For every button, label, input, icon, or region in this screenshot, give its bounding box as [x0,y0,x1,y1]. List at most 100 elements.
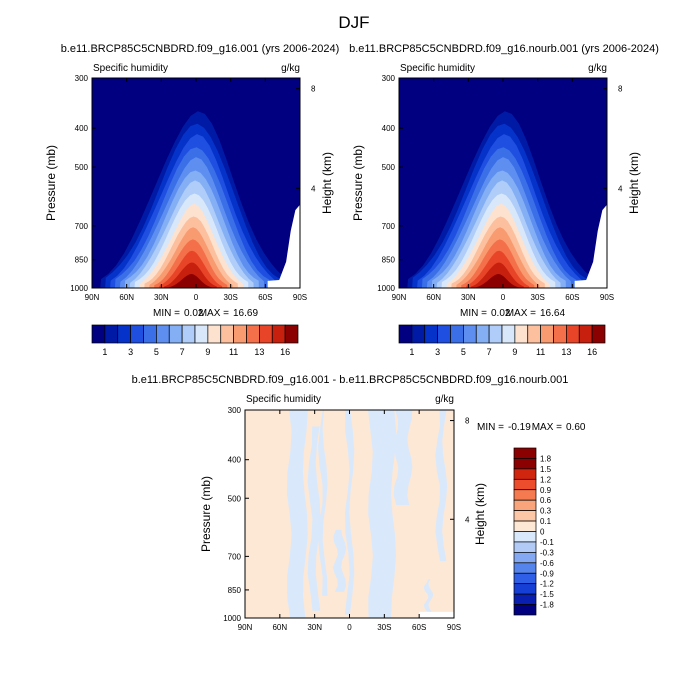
height-tick-label: 8 [618,85,623,94]
panel-case-y-axis: 300 400 500 700 850 1000 [70,74,96,293]
panel-case-max-value: 16.69 [233,308,258,319]
panel-case-variable: Specific humidity [93,63,168,74]
colorbar-swatch [527,324,541,344]
x-tick-label: 90N [238,623,253,632]
colorbar-label: -0.6 [540,559,554,568]
x-tick-label: 30S [531,293,545,302]
panel-control: b.e11.BRCP85C5CNBDRD.f09_g16.nourb.001 (… [349,43,659,357]
colorbar-swatch [513,499,537,511]
x-tick-label: 30N [461,293,476,302]
colorbar-label: -1.8 [540,601,554,610]
y-tick-label: 300 [228,406,242,415]
panel-control-y-axis: 300 400 500 700 850 1000 [377,74,403,293]
height-tick-label: 8 [311,85,316,94]
colorbar-label: 13 [561,347,571,357]
x-tick-label: 30S [377,623,391,632]
panel-difference-plot-area [245,410,454,618]
missing-data-region [574,204,607,288]
height-tick-label: 4 [618,184,623,193]
diff-negative-region-7 [435,410,448,562]
colorbar-label: 0.1 [540,517,552,526]
colorbar-label: 1 [409,347,414,357]
colorbar-swatch [259,324,273,344]
colorbar-swatch [156,324,170,344]
colorbar-label: 1.2 [540,475,552,484]
x-tick-label: 0 [501,293,506,302]
colorbar-swatch [488,324,503,344]
panel-difference-ylabel-right: Height (km) [473,483,487,545]
colorbar-swatch [168,324,183,344]
panel-control-max-value: 16.64 [540,308,565,319]
x-tick-label: 60N [119,293,134,302]
figure-title: DJF [338,13,369,32]
x-tick-label: 60N [426,293,441,302]
colorbar-swatch [104,324,119,344]
diff-negative-region-2 [318,410,328,596]
panel-control-min-value: 0.02 [491,308,511,319]
y-tick-label: 1000 [377,284,395,293]
colorbar-swatch [220,324,234,344]
panel-case-ylabel-right: Height (km) [320,152,334,214]
colorbar-swatch [246,324,260,344]
y-tick-label: 1000 [223,614,241,623]
panel-difference-min-label: MIN = [477,422,504,433]
missing-data-region [267,204,300,288]
y-tick-label: 400 [75,124,89,133]
panel-control-ylabel-right: Height (km) [627,152,641,214]
colorbar-swatch [143,324,157,344]
colorbar-label: 9 [512,347,517,357]
colorbar-swatch [437,324,451,344]
colorbar-swatch [501,324,516,344]
colorbar-label: 1 [102,347,107,357]
colorbar-swatch [513,552,537,564]
x-tick-label: 90N [392,293,407,302]
panel-case-x-axis: 90N 60N 30N 0 30S 60S 90S [85,78,307,302]
colorbar-label: 1.8 [540,454,552,463]
field-band-15 [168,274,212,288]
panel-control-min-label: MIN = [460,308,487,319]
x-tick-label: 90N [85,293,100,302]
panel-case-min-label: MIN = [153,308,180,319]
panel-difference-min-value: -0.19 [508,422,531,433]
colorbar-swatch [513,572,537,585]
colorbar-label: 0.6 [540,496,552,505]
panel-difference-colorbar: 1.8 1.51.2 0.90.6 0.30.1 0-0.1-0.3 -0.6-0.9 -1… [513,447,554,616]
colorbar-label: -0.1 [540,538,554,547]
colorbar-label: 7 [487,347,492,357]
y-tick-label: 700 [382,222,396,231]
y-tick-label: 850 [228,586,242,595]
colorbar-swatch [411,324,426,344]
colorbar-label: 13 [254,347,264,357]
colorbar-swatch [513,478,537,491]
colorbar-label: 1.5 [540,465,552,474]
colorbar-swatch [513,562,537,574]
colorbar-swatch [284,324,299,344]
panel-difference-title: b.e11.BRCP85C5CNBDRD.f09_g16.001 - b.e11… [132,374,569,386]
colorbar-label: 5 [461,347,466,357]
colorbar-swatch [513,583,537,595]
colorbar-label: 16 [280,347,290,357]
panel-case-colorbar: 1 3 5 7 9 11 13 16 [91,324,299,357]
y-tick-label: 700 [228,552,242,561]
panel-case-title: b.e11.BRCP85C5CNBDRD.f09_g16.001 (yrs 20… [61,43,340,55]
y-tick-label: 400 [228,456,242,465]
y-tick-label: 500 [382,163,396,172]
colorbar-swatch [513,447,537,459]
panel-case-units: g/kg [281,63,300,74]
colorbar-label: -0.9 [540,569,554,578]
panel-difference-ylabel: Pressure (mb) [199,476,213,552]
x-tick-label: 90S [293,293,307,302]
colorbar-label: 5 [154,347,159,357]
colorbar-swatch [553,324,567,344]
y-tick-label: 500 [228,494,242,503]
diff-negative-region-5 [368,410,397,618]
y-tick-label: 500 [75,163,89,172]
x-tick-label: 60N [272,623,287,632]
y-tick-label: 700 [75,222,89,231]
colorbar-swatch [207,324,222,344]
colorbar-swatch [424,324,438,344]
x-tick-label: 60S [412,623,426,632]
y-tick-label: 1000 [70,284,88,293]
colorbar-label: 0.3 [540,507,552,516]
